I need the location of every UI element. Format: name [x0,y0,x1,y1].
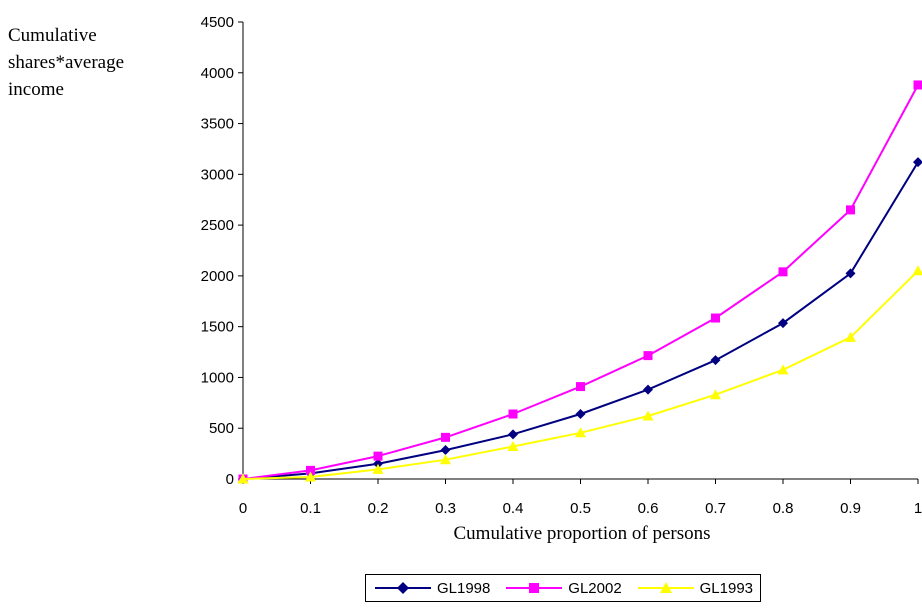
data-point-gl2002 [508,409,518,419]
data-point-gl1998 [575,409,586,420]
series-line-gl2002 [242,84,919,480]
x-tick-label: 0.1 [300,500,321,517]
y-tick-label: 3500 [201,116,234,133]
data-point-gl1998 [845,268,856,279]
legend-item-gl1993: GL1993 [636,580,753,597]
y-axis-title-line-2: shares*average [8,52,125,73]
data-point-gl1998 [913,157,922,168]
legend-swatch-gl1998 [374,582,431,594]
x-tick-label: 0.9 [840,500,861,517]
x-tick-label: 0.2 [368,500,389,517]
data-point-gl1998 [440,445,451,456]
x-tick-label: 0 [239,500,247,517]
y-axis-title-line-3: income [8,79,64,100]
x-tick-label: 0.4 [503,500,524,517]
legend: GL1998 GL2002 GL1993 [365,574,761,602]
data-point-gl2002 [373,451,383,461]
data-point-gl1998 [710,355,721,366]
x-tick-label: 0.3 [435,500,456,517]
data-point-gl2002 [913,80,922,90]
data-point-gl1993 [507,441,519,452]
series-line-gl1993 [242,270,919,480]
legend-item-gl2002: GL2002 [504,579,622,597]
data-point-gl2002 [778,267,788,277]
data-point-gl1998 [373,458,383,469]
legend-swatch-gl2002 [506,583,563,593]
data-point-gl2002 [576,382,585,392]
y-tick-label: 2500 [201,217,234,234]
legend-label-gl1998: GL1998 [436,579,491,597]
legend-label-gl2002: GL2002 [568,579,622,597]
x-tick-label: 0.7 [705,500,726,517]
data-point-gl1998 [508,429,518,440]
legend-label-gl1993: GL1993 [699,579,754,597]
data-point-gl1993 [575,427,586,438]
data-point-gl1993 [912,265,922,276]
data-point-gl1998 [778,318,788,329]
data-point-gl2002 [441,432,450,442]
y-tick-label: 4500 [201,14,234,31]
y-axis-title-line-1: Cumulative [8,25,97,46]
y-tick-label: 4000 [201,65,234,82]
data-point-gl1993 [845,331,856,342]
data-point-gl1993 [372,463,384,474]
x-tick-label: 0.6 [638,500,659,517]
y-tick-label: 500 [209,420,234,437]
data-point-gl2002 [711,313,720,323]
y-tick-label: 1000 [201,369,234,386]
data-point-gl2002 [306,465,315,475]
y-tick-label: 2000 [201,268,234,285]
y-axis-title: Cumulative shares*average income [8,22,178,103]
y-tick-label: 0 [226,471,234,488]
data-point-gl1998 [643,384,653,395]
y-tick-label: 1500 [201,319,234,336]
legend-swatch-gl1993 [637,582,694,593]
data-point-gl1993 [642,410,654,421]
data-point-gl1993 [237,473,249,484]
data-point-gl1993 [777,364,789,375]
y-tick-label: 3000 [201,166,234,183]
data-point-gl2002 [643,351,653,361]
legend-item-gl1998: GL1998 [373,580,490,597]
x-tick-label: 0.5 [570,500,591,517]
data-point-gl1993 [440,454,451,465]
data-point-gl2002 [846,205,855,215]
x-axis-title: Cumulative proportion of persons [453,523,711,544]
data-point-gl1993 [305,471,316,482]
data-point-gl1993 [710,389,721,400]
x-tick-label: 1 [914,500,922,517]
x-tick-label: 0.8 [773,500,794,517]
